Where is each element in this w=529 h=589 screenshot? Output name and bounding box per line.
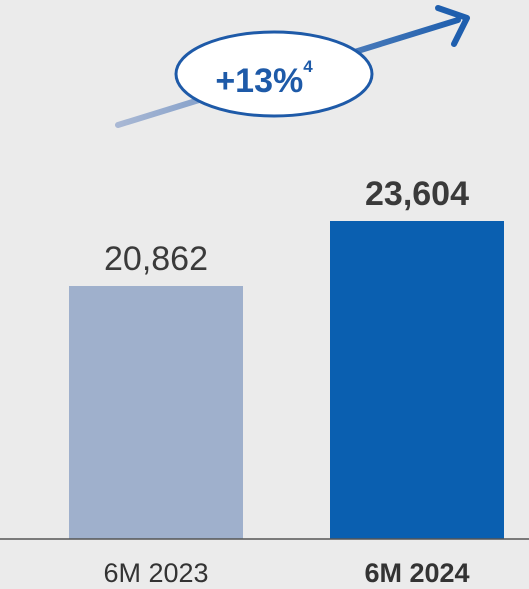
bar-6m-2024 <box>330 221 504 539</box>
growth-badge-text: +13%4 <box>215 57 313 100</box>
value-label-6m-2023: 20,862 <box>104 240 208 278</box>
value-label-6m-2024: 23,604 <box>365 175 469 213</box>
bar-6m-2023 <box>69 286 243 539</box>
category-label-6m-2024: 6M 2024 <box>364 558 469 588</box>
growth-badge: +13%4 <box>174 30 374 118</box>
growth-badge-ellipse <box>174 30 374 118</box>
category-label-6m-2023: 6M 2023 <box>103 558 208 588</box>
